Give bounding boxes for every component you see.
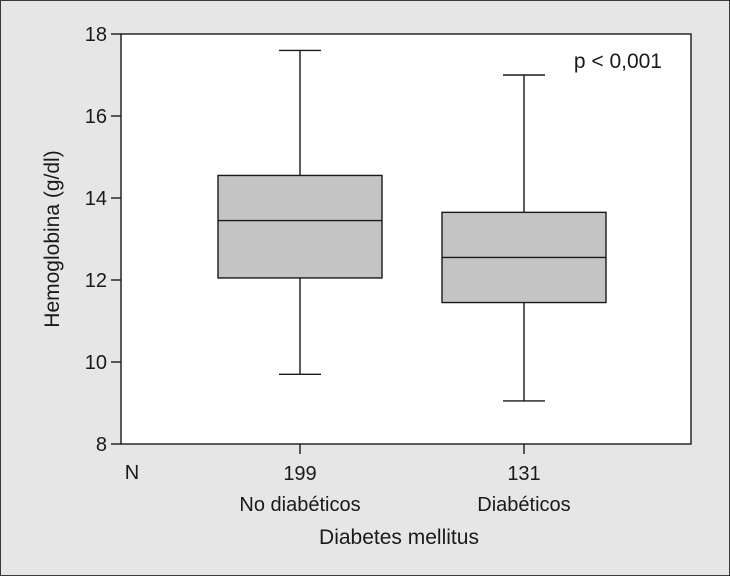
y-tick-label: 8: [96, 434, 107, 456]
p-value-annotation: p < 0,001: [574, 50, 662, 73]
x-axis-title: Diabetes mellitus: [319, 526, 479, 549]
group-n-label: 131: [507, 463, 540, 485]
group-category-label: Diabéticos: [477, 494, 570, 516]
y-tick-label: 14: [85, 188, 107, 210]
group-n-label: 199: [283, 463, 316, 485]
iqr-box: [217, 174, 383, 279]
plot-frame: [120, 33, 692, 445]
y-axis-title: Hemoglobina (g/dl): [41, 150, 64, 327]
y-tick-label: 10: [85, 352, 107, 374]
group-category-label: No diabéticos: [239, 494, 360, 516]
y-tick-label: 12: [85, 270, 107, 292]
y-tick-label: 16: [85, 106, 107, 128]
y-tick-label: 18: [85, 24, 107, 46]
n-row-label: N: [125, 462, 139, 484]
